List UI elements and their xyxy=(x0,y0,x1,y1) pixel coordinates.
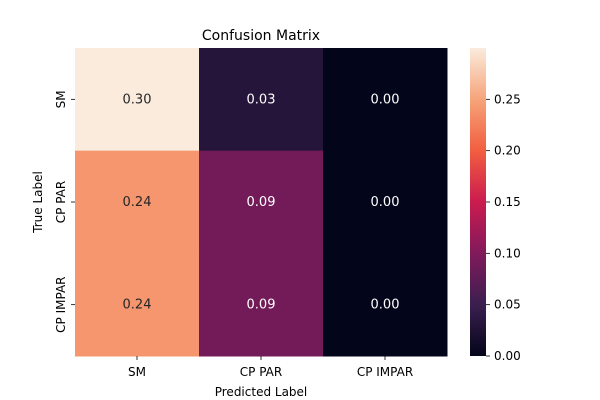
x-axis-ticks: SM CP PAR CP IMPAR xyxy=(128,356,413,379)
heatmap-cell xyxy=(323,48,448,152)
x-axis-label: Predicted Label xyxy=(215,385,308,399)
heatmap-cell xyxy=(75,253,200,357)
cell-value-label: 0.24 xyxy=(123,298,152,313)
heatmap-cell-labels: 0.30 0.03 0.00 0.24 0.09 0.00 0.24 0.09 0.00 xyxy=(123,92,400,312)
colorbar-tick-label: 0.00 xyxy=(494,349,521,363)
cell-value-label: 0.30 xyxy=(123,92,152,107)
x-tick-label: SM xyxy=(128,365,146,379)
colorbar-tick-label: 0.20 xyxy=(494,144,521,158)
heatmap-cell xyxy=(199,253,324,357)
cell-value-label: 0.00 xyxy=(371,92,400,107)
heatmap-cell xyxy=(323,150,448,254)
y-axis-ticks: SM CP PAR CP IMPAR xyxy=(54,90,75,333)
cell-value-label: 0.24 xyxy=(123,195,152,210)
cell-value-label: 0.00 xyxy=(371,298,400,313)
y-tick-label: CP IMPAR xyxy=(54,276,68,332)
colorbar-tick-label: 0.10 xyxy=(494,246,521,260)
heatmap-cell xyxy=(75,48,200,152)
y-tick-label: SM xyxy=(54,90,68,108)
colorbar-ticks: 0.00 0.05 0.10 0.15 0.20 0.25 xyxy=(486,92,521,363)
colorbar-tick-label: 0.25 xyxy=(494,92,521,106)
y-axis-label: True Label xyxy=(31,171,45,234)
cell-value-label: 0.00 xyxy=(371,195,400,210)
colorbar-tick-label: 0.05 xyxy=(494,298,521,312)
cell-value-label: 0.09 xyxy=(247,195,276,210)
heatmap-cell xyxy=(75,150,200,254)
heatmap-cells xyxy=(75,48,448,357)
colorbar xyxy=(470,48,486,356)
chart-title: Confusion Matrix xyxy=(202,28,320,44)
cell-value-label: 0.03 xyxy=(247,92,276,107)
heatmap-cell xyxy=(323,253,448,357)
cell-value-label: 0.09 xyxy=(247,298,276,313)
y-tick-label: CP PAR xyxy=(54,181,68,223)
x-tick-label: CP IMPAR xyxy=(357,365,413,379)
x-tick-label: CP PAR xyxy=(240,365,282,379)
heatmap-cell xyxy=(199,150,324,254)
colorbar-tick-label: 0.15 xyxy=(494,195,521,209)
heatmap-cell xyxy=(199,48,324,152)
